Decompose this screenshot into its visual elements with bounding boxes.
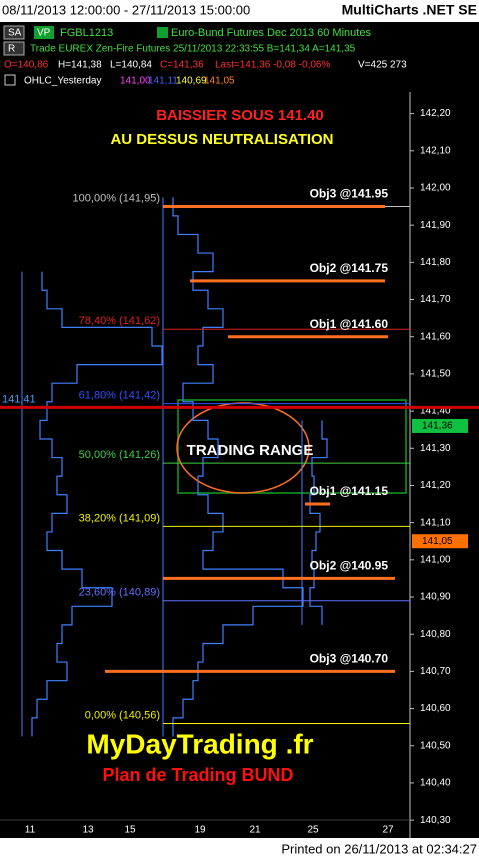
indicator-name: OHLC_Yesterday: [24, 76, 101, 87]
header-bar: [0, 0, 479, 22]
y-tick-label: 142,00: [420, 183, 451, 194]
y-tick-label: 140,50: [420, 740, 451, 751]
fib-label: 78,40% (141,62): [79, 315, 160, 327]
instrument: Euro-Bund Futures Dec 2013 60 Minutes: [171, 27, 371, 39]
annotation: TRADING RANGE: [187, 442, 314, 459]
indicator-value: 141,11: [148, 76, 178, 87]
quote-last: Last=141,36 -0,08 -0,06%: [215, 60, 330, 71]
y-tick-label: 141,30: [420, 443, 451, 454]
y-tick-label: 140,30: [420, 815, 451, 826]
target-label: Obj3 @140.70: [310, 652, 389, 666]
range-circle: [176, 402, 310, 494]
x-tick-label: 11: [25, 825, 36, 836]
price-marker: [412, 418, 468, 433]
fib-label: 100,00% (141,95): [73, 192, 160, 204]
annotation: BAISSIER SOUS 141.40: [156, 107, 324, 124]
price-marker-label: 141,05: [422, 536, 453, 547]
button[interactable]: [34, 26, 54, 39]
y-tick-label: 141,60: [420, 331, 451, 342]
target-label: Obj1 @141.60: [310, 317, 389, 331]
icon[interactable]: [157, 27, 168, 38]
fib-label: 0,00% (140,56): [85, 709, 160, 721]
indicator-value: 141,05: [204, 76, 235, 87]
price-marker: [412, 534, 468, 549]
annotation: AU DESSUS NEUTRALISATION: [110, 131, 333, 148]
quote-close: C=141,36: [160, 60, 204, 71]
checkbox[interactable]: [4, 74, 16, 86]
button[interactable]: [3, 41, 25, 56]
chart-subtitle: Plan de Trading BUND: [102, 765, 293, 785]
quote-open: O=140,86: [4, 60, 49, 71]
footer: Printed on 26/11/2013 at 02:34:27: [281, 841, 477, 856]
quote-volume: V=425 273: [358, 60, 407, 71]
fib-label: 50,00% (141,26): [79, 449, 160, 461]
y-tick-label: 141,10: [420, 517, 451, 528]
quote-low: L=140,84: [110, 60, 152, 71]
y-tick-label: 140,40: [420, 778, 451, 789]
fib-label: 23,60% (140,89): [79, 587, 160, 599]
target-label: Obj2 @140.95: [310, 559, 389, 573]
x-tick-label: 27: [382, 825, 394, 836]
x-tick-label: 15: [124, 825, 136, 836]
y-tick-label: 142,10: [420, 145, 451, 156]
y-tick-label: 142,20: [420, 108, 451, 119]
chart-title: MyDayTrading .fr: [86, 728, 313, 759]
x-tick-label: 19: [194, 825, 206, 836]
target-label: Obj3 @141.95: [310, 187, 389, 201]
button-label: R: [8, 44, 15, 55]
target-label: Obj2 @141.75: [310, 261, 389, 275]
indicator-value: 141,00: [120, 76, 151, 87]
y-tick-label: 140,80: [420, 629, 451, 640]
fib-label: 61,80% (141,42): [79, 390, 160, 402]
button-label: SA: [8, 28, 22, 39]
y-tick-label: 141,80: [420, 257, 451, 268]
x-tick-label: 13: [82, 825, 94, 836]
price-marker-label: 141,36: [422, 421, 453, 432]
y-tick-label: 141,90: [420, 220, 451, 231]
volume-profile: [31, 271, 163, 737]
button-label: VP: [37, 28, 51, 39]
toolbar: [0, 22, 479, 92]
y-tick-label: 141,50: [420, 369, 451, 380]
button[interactable]: [3, 25, 25, 40]
y-tick-label: 141,20: [420, 480, 451, 491]
indicator-value: 140,69: [176, 76, 207, 87]
y-tick-label: 140,70: [420, 666, 451, 677]
footer-bar: [0, 838, 479, 860]
y-tick-label: 141,40: [420, 406, 451, 417]
y-tick-label: 141,00: [420, 554, 451, 565]
quote-high: H=141,38: [58, 60, 102, 71]
pivot-label: 141,41: [2, 393, 36, 405]
volume-profile: [309, 420, 328, 625]
y-tick-label: 140,90: [420, 592, 451, 603]
brand: MultiCharts .NET SE: [342, 2, 477, 18]
symbol: FGBL1213: [60, 27, 113, 39]
x-tick-label: 21: [249, 825, 261, 836]
volume-profile: [172, 197, 304, 737]
target-label: Obj1 @141.15: [310, 484, 389, 498]
date-range: 08/11/2013 12:00:00 - 27/11/2013 15:00:0…: [2, 2, 250, 17]
x-tick-label: 25: [307, 825, 319, 836]
feed: Trade EUREX Zen-Fire Futures 25/11/2013 …: [30, 44, 356, 55]
y-tick-label: 141,70: [420, 294, 451, 305]
fib-label: 38,20% (141,09): [79, 512, 160, 524]
range-box: [177, 399, 407, 494]
y-tick-label: 140,60: [420, 703, 451, 714]
